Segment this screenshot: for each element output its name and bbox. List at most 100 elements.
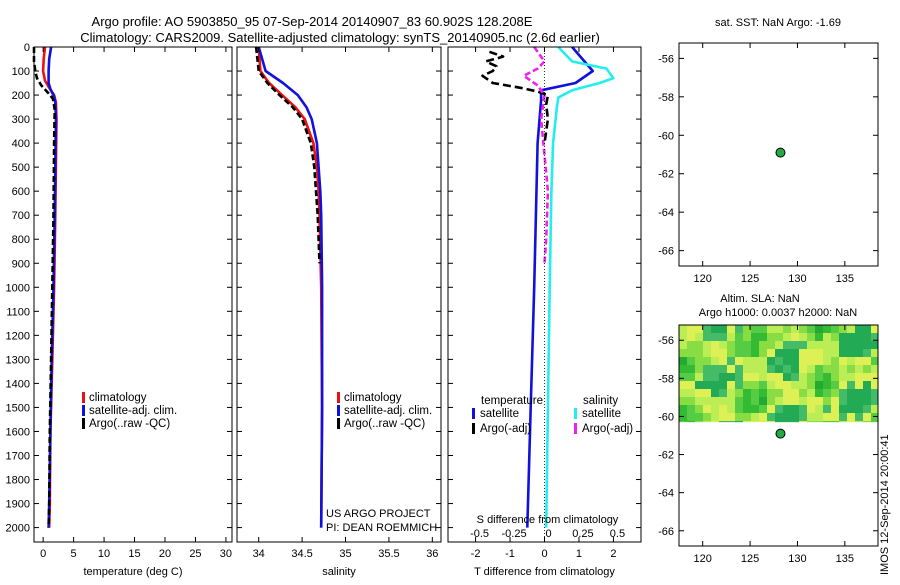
sla-heatmap-cell [791,413,799,421]
sla-heatmap-cell [759,357,767,365]
sla_map-frame [678,324,879,547]
diff-legend-swatch [574,423,577,434]
sla-heatmap-cell [767,325,775,333]
sla-heatmap-cell [751,373,759,381]
sla-heatmap-cell [783,389,791,397]
temperature-legend-swatch [82,392,85,403]
sla-heatmap-cell [687,357,695,365]
sla_map-xtick-label: 125 [741,553,759,565]
sla-heatmap-cell [679,365,687,373]
sla-heatmap-cell [727,381,735,389]
sal-diff-tick-label: -0.5 [470,528,489,540]
sla-heatmap-cell [783,349,791,357]
sla-heatmap-cell [719,381,727,389]
sla-heatmap-cell [703,357,711,365]
diff-legend-swatch [574,408,577,419]
sla-heatmap-cell [823,357,831,365]
sla-heatmap-cell [839,381,847,389]
sla-heatmap-cell [831,421,839,423]
sla-heatmap-cell [815,333,823,341]
sst_map-xtick-label: 130 [788,273,806,285]
sla-heatmap-cell [863,389,871,397]
temperature-legend-label: satellite-adj. clim. [89,405,177,417]
sla-heatmap-cell [807,389,815,397]
sla-heatmap-cell [807,381,815,389]
depth-tick-label: 800 [12,234,30,246]
sla-heatmap-cell [711,341,719,349]
sla-heatmap-cell [831,365,839,373]
sla-heatmap-cell [871,349,878,357]
sla-heatmap-cell [863,341,871,349]
sla-heatmap-cell [695,365,703,373]
sla-heatmap-cell [831,413,839,421]
diff-legend-label: satellite [582,408,621,420]
sla-heatmap-cell [783,405,791,413]
sst_map-ytick-label: -62 [658,169,674,181]
sla-heatmap-cell [711,413,719,421]
sla-heatmap-cell [751,413,759,421]
sla-heatmap-cell [847,405,855,413]
sla-heatmap-cell [743,325,751,333]
sla-heatmap-cell [703,421,711,423]
sla-heatmap-cell [711,397,719,405]
sla-map-title-line2: Argo h1000: 0.0037 h2000: NaN [699,307,857,319]
sla-heatmap-cell [735,381,743,389]
sla-heatmap-cell [847,357,855,365]
sla-heatmap-cell [799,405,807,413]
sla-heatmap-cell [767,389,775,397]
sla-heatmap-cell [831,381,839,389]
sla-heatmap-cell [751,421,759,423]
sla-heatmap-cell [759,421,767,423]
sla-heatmap-cell [743,341,751,349]
depth-tick-label: 1600 [6,426,30,438]
sla-heatmap-cell [711,405,719,413]
sla-heatmap-cell [847,325,855,333]
sla-heatmap-cell [791,341,799,349]
sla-heatmap-cell [679,413,687,421]
sla-heatmap-cell [831,397,839,405]
sst_map-panel: 120 125 130 135 -56 -58 -60 -62 -64 -66 sat. SST: … [658,17,879,285]
sla-heatmap-cell [807,373,815,381]
sla-heatmap-cell [735,357,743,365]
sal-diff-tick-label: 0 [545,528,551,540]
sla-heatmap-cell [679,373,687,381]
sla-heatmap-cell [751,397,759,405]
sla-heatmap-cell [791,381,799,389]
temperature-xtick-label: 20 [159,548,171,560]
sla_map-xtick-label: 120 [694,553,712,565]
temperature-legend-label: climatology [89,392,147,404]
sla-heatmap-cell [839,349,847,357]
figure-title-line2: Climatology: CARS2009. Satellite-adjuste… [80,30,600,45]
sla-heatmap-cell [719,373,727,381]
diff-legend-temp-header: temperature [481,395,543,407]
sla-heatmap-cell [711,389,719,397]
sla-heatmap-cell [791,389,799,397]
sla-heatmap-cell [807,333,815,341]
temperature-panel: 0 5 10 15 20 25 300100200300400500600700800900… [6,42,233,578]
sal-diff-tick-label: -0.25 [501,528,526,540]
sla_map-ytick-label: -60 [658,411,674,423]
sla-heatmap-cell [839,389,847,397]
sla-heatmap-cell [799,397,807,405]
sla-heatmap-cell [767,397,775,405]
sla-heatmap-cell [799,341,807,349]
sla-heatmap-cell [847,333,855,341]
sla-heatmap-cell [735,389,743,397]
sla-heatmap-cell [743,397,751,405]
sla-heatmap-cell [783,357,791,365]
sla-heatmap-cell [855,357,863,365]
sla-heatmap-cell [855,349,863,357]
sla-heatmap-cell [791,333,799,341]
sla-heatmap-cell [831,333,839,341]
sst_map-xtick-label: 125 [741,273,759,285]
sla-heatmap-cell [855,365,863,373]
depth-tick-label: 0 [24,42,30,54]
sla-heatmap-cell [687,397,695,405]
sla-heatmap-cell [871,421,878,423]
sla-heatmap-cell [751,405,759,413]
sla-heatmap-cell [719,325,727,333]
sla-heatmap-cell [775,333,783,341]
sla-heatmap-cell [783,333,791,341]
sla_map-ytick-label: -56 [658,335,674,347]
